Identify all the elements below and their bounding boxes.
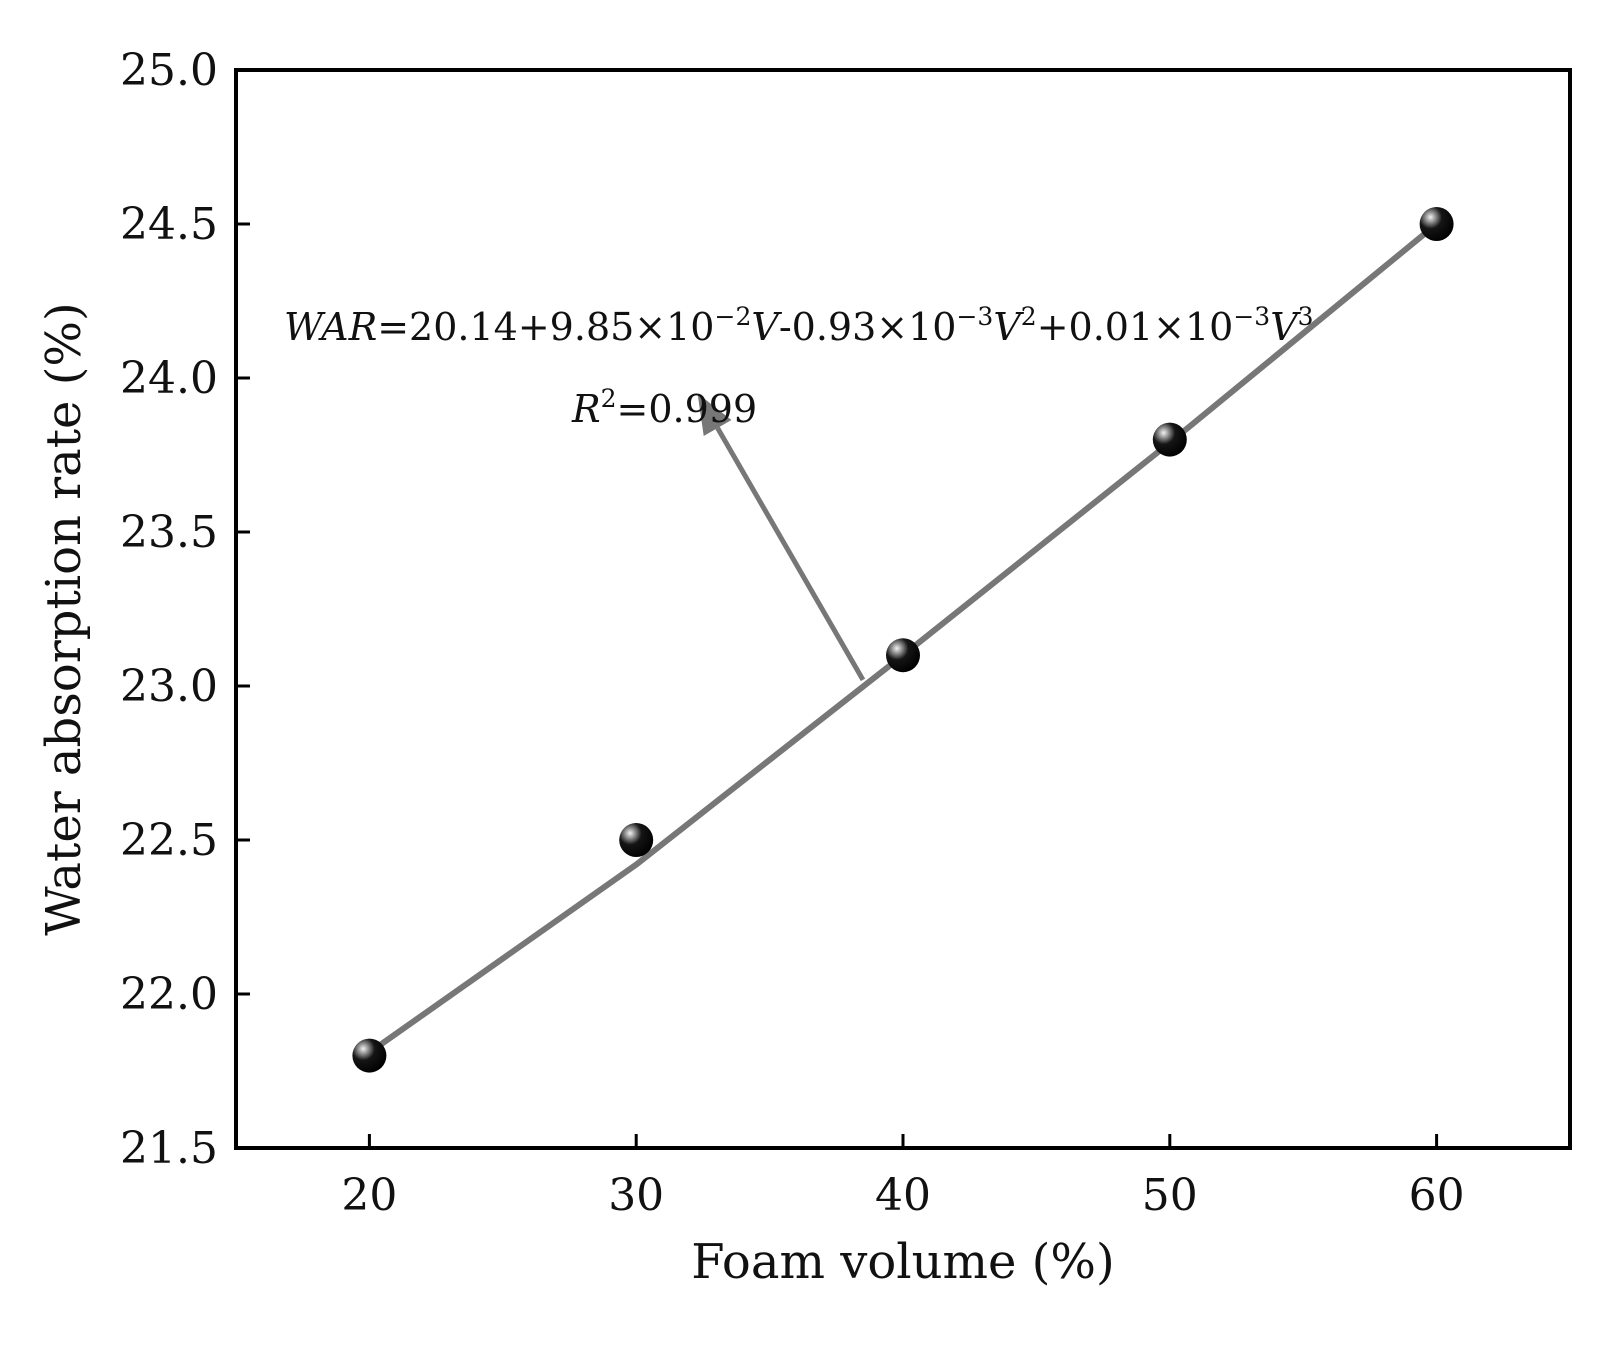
x-tick-label: 20 (341, 1170, 397, 1221)
y-tick-label: 25.0 (120, 45, 218, 96)
y-tick-label: 22.5 (120, 815, 218, 866)
y-tick-label: 24.5 (120, 199, 218, 250)
plot-frame (234, 68, 1572, 1150)
data-point (352, 1038, 387, 1073)
fit-equation: WAR=20.14+9.85×10−2V-0.93×10−3V2+0.01×10… (284, 302, 1314, 349)
y-tick-label: 23.0 (120, 661, 218, 712)
x-tick-label: 40 (875, 1170, 931, 1221)
r-squared-label: R2=0.999 (571, 384, 757, 431)
data-point (619, 823, 654, 857)
y-tick-label: 22.0 (120, 969, 218, 1020)
ticks-layer: 20 30 40 50 60 21.5 22.0 22.5 23.0 23.5 24.0 24.5 25… (120, 45, 1465, 1221)
annotation-arrowhead (697, 393, 732, 437)
data-point (886, 638, 920, 673)
y-tick-label: 24.0 (120, 353, 218, 404)
y-axis-title: Water absorption rate (%) (36, 302, 92, 936)
x-tick-label: 30 (608, 1170, 664, 1221)
y-tick-label: 21.5 (120, 1123, 218, 1174)
data-point (1419, 207, 1454, 241)
annotation-arrow-shaft (715, 426, 866, 682)
data-points-layer (352, 207, 1454, 1073)
x-tick-label: 60 (1409, 1170, 1465, 1221)
x-axis-title: Foam volume (%) (691, 1234, 1115, 1290)
y-tick-label: 23.5 (120, 507, 218, 558)
data-point (1152, 422, 1187, 457)
x-tick-label: 50 (1142, 1170, 1198, 1221)
annotation-layer: WAR=20.14+9.85×10−2V-0.93×10−3V2+0.01×10… (284, 302, 1314, 682)
